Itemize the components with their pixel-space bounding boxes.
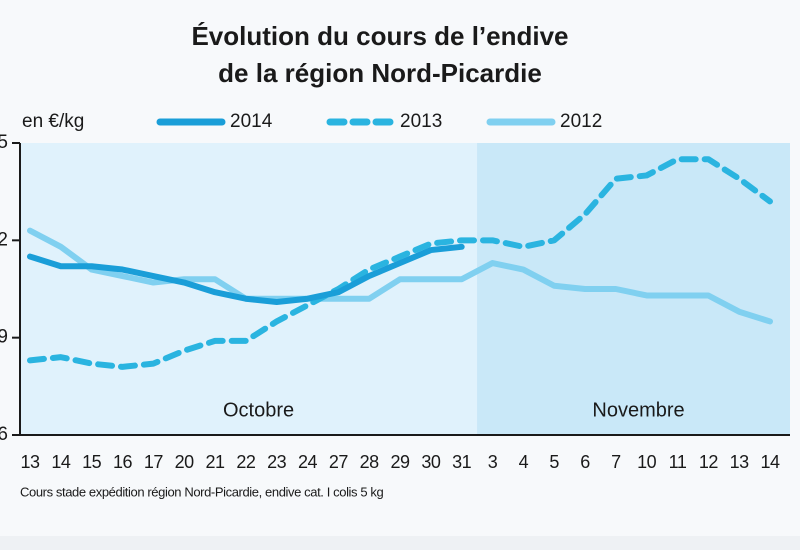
x-tick-label: 12 [699,452,719,472]
x-tick-label: 31 [452,452,472,472]
x-tick-label: 17 [144,452,164,472]
x-tick-label: 13 [730,452,750,472]
x-tick-label: 13 [20,452,40,472]
x-tick-label: 20 [175,452,195,472]
x-tick-label: 11 [669,452,687,472]
month-label: Novembre [592,399,684,421]
x-tick-label: 3 [488,452,498,472]
y-tick-label: 1,5 [0,132,8,153]
y-axis-label: en €/kg [22,111,84,132]
month-label: Octobre [223,399,294,421]
chart-title: Évolution du cours de l’endive [191,21,568,51]
month-shade [477,143,790,435]
series-line [27,156,773,370]
legend-label: 2012 [560,111,602,132]
x-tick-label: 15 [82,452,102,472]
x-tick-label: 14 [760,452,780,472]
x-tick-label: 27 [329,452,349,472]
chart-title: de la région Nord-Picardie [218,58,542,88]
x-tick-label: 30 [421,452,441,472]
series-line [27,243,465,305]
y-tick-label: 1,2 [0,229,8,250]
series-line [27,227,773,325]
x-tick-label: 7 [611,452,621,472]
footnote: Cours stade expédition région Nord-Picar… [20,484,383,499]
x-tick-label: 10 [637,452,657,472]
y-tick-label: 0,6 [0,424,8,445]
x-tick-label: 28 [360,452,380,472]
x-tick-label: 24 [298,452,318,472]
legend-label: 2013 [400,111,442,132]
x-tick-label: 6 [580,452,590,472]
x-tick-label: 29 [390,452,410,472]
x-tick-label: 16 [113,452,133,472]
x-tick-label: 23 [267,452,287,472]
x-tick-label: 21 [205,452,225,472]
y-tick-label: 0,9 [0,327,8,348]
x-tick-label: 14 [51,452,71,472]
x-tick-label: 5 [549,452,559,472]
x-tick-label: 22 [236,452,256,472]
legend-label: 2014 [230,111,273,132]
x-tick-label: 4 [519,452,529,472]
